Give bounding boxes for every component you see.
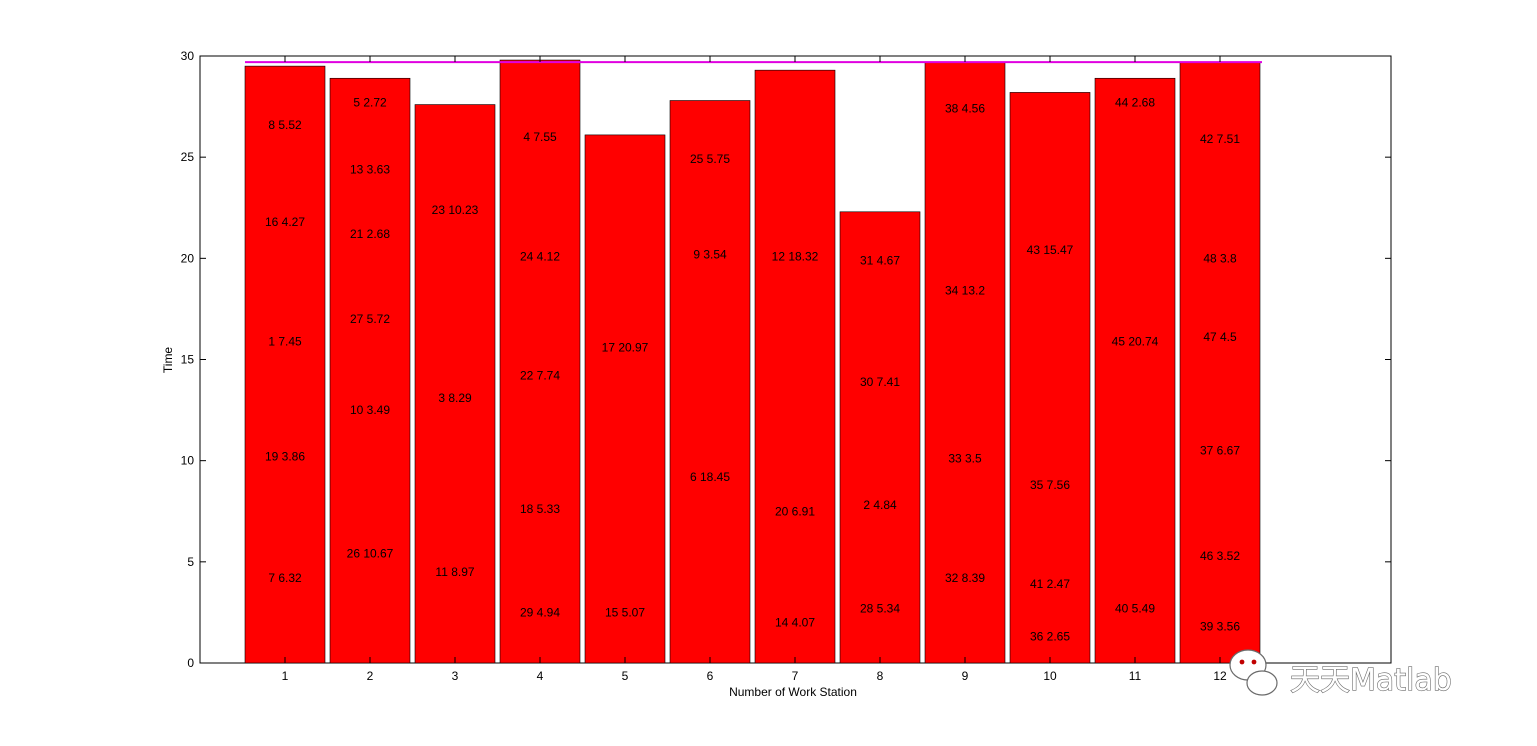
segment-label: 20 6.91: [775, 504, 815, 518]
segment-label: 4 7.55: [523, 130, 557, 144]
bar-11: [1094, 77, 1176, 664]
x-tick-label: 9: [962, 669, 969, 683]
y-tick-label: 0: [187, 656, 194, 670]
segment-label: 35 7.56: [1030, 478, 1070, 492]
segment-label: 39 3.56: [1200, 620, 1240, 634]
segment-label: 41 2.47: [1030, 577, 1070, 591]
segment-label: 25 5.75: [690, 152, 730, 166]
segment-label: 2 4.84: [863, 498, 897, 512]
segment-label: 21 2.68: [350, 227, 390, 241]
x-tick-label: 3: [452, 669, 459, 683]
y-tick-label: 30: [181, 49, 195, 63]
segment-label: 44 2.68: [1115, 96, 1155, 110]
y-axis: 0 5 10 15 20 25 30: [181, 49, 1391, 670]
segment-label: 5 2.72: [353, 96, 387, 110]
segment-label: 40 5.49: [1115, 601, 1155, 615]
x-axis-label: Number of Work Station: [729, 685, 857, 699]
segment-label: 42 7.51: [1200, 132, 1240, 146]
bar-2: [329, 77, 411, 664]
segment-label: 15 5.07: [605, 605, 645, 619]
segment-labels-group: 8 5.52 16 4.27 1 7.45 19 3.86 7 6.32 5 2.72 13…: [265, 96, 1240, 644]
x-tick-label: 2: [367, 669, 374, 683]
bar-5: [584, 134, 666, 664]
x-tick-label: 7: [792, 669, 799, 683]
x-tick-label: 8: [877, 669, 884, 683]
x-tick-label: 11: [1129, 669, 1142, 683]
segment-label: 7 6.32: [268, 571, 302, 585]
x-tick-label: 1: [282, 669, 289, 683]
segment-label: 16 4.27: [265, 215, 305, 229]
segment-label: 18 5.33: [520, 502, 560, 516]
segment-label: 43 15.47: [1027, 243, 1074, 257]
segment-label: 48 3.8: [1203, 251, 1237, 265]
segment-label: 47 4.5: [1203, 330, 1237, 344]
segment-label: 8 5.52: [268, 118, 302, 132]
x-tick-label: 12: [1213, 669, 1227, 683]
bar-10: [1009, 92, 1091, 664]
x-tick-label: 5: [622, 669, 629, 683]
y-tick-label: 5: [187, 555, 194, 569]
y-tick-label: 25: [181, 150, 195, 164]
bar-1: [244, 65, 326, 664]
segment-label: 12 18.32: [772, 249, 819, 263]
y-tick-label: 15: [181, 353, 195, 367]
segment-label: 14 4.07: [775, 616, 815, 630]
segment-label: 32 8.39: [945, 571, 985, 585]
segment-label: 33 3.5: [948, 452, 982, 466]
watermark: 天天Matlab: [1229, 649, 1452, 699]
segment-label: 27 5.72: [350, 312, 390, 326]
segment-label: 37 6.67: [1200, 444, 1240, 458]
segment-label: 30 7.41: [860, 375, 900, 389]
segment-label: 24 4.12: [520, 249, 560, 263]
bar-7: [754, 69, 836, 664]
segment-label: 19 3.86: [265, 450, 305, 464]
bar-12: [1179, 61, 1261, 664]
x-tick-label: 10: [1043, 669, 1057, 683]
segment-label: 23 10.23: [432, 203, 479, 217]
segment-label: 11 8.97: [435, 565, 474, 579]
bar-8: [839, 211, 921, 664]
y-axis-label: Time: [161, 347, 175, 374]
segment-label: 45 20.74: [1112, 334, 1159, 348]
watermark-text: 天天Matlab: [1290, 663, 1452, 698]
bar-4: [499, 59, 581, 664]
segment-label: 26 10.67: [347, 547, 394, 561]
bar-3: [414, 104, 496, 664]
segment-label: 10 3.49: [350, 403, 390, 417]
y-tick-label: 10: [181, 454, 195, 468]
x-tick-label: 4: [537, 669, 544, 683]
segment-label: 34 13.2: [945, 284, 985, 298]
segment-label: 36 2.65: [1030, 630, 1070, 644]
segment-label: 31 4.67: [860, 253, 900, 267]
y-tick-label: 20: [181, 251, 195, 265]
segment-label: 6 18.45: [690, 470, 730, 484]
wechat-icon: [1229, 649, 1278, 696]
segment-label: 29 4.94: [520, 605, 560, 619]
segment-label: 22 7.74: [520, 369, 560, 383]
x-tick-label: 6: [707, 669, 714, 683]
segment-label: 3 8.29: [438, 391, 472, 405]
segment-label: 28 5.34: [860, 601, 900, 615]
segment-label: 38 4.56: [945, 102, 985, 116]
bars-group: [244, 59, 1261, 664]
segment-label: 13 3.63: [350, 162, 390, 176]
bar-6: [669, 100, 751, 664]
segment-label: 9 3.54: [693, 247, 727, 261]
bar-9: [924, 61, 1006, 664]
segment-label: 17 20.97: [602, 340, 649, 354]
segment-label: 1 7.45: [268, 334, 302, 348]
segment-label: 46 3.52: [1200, 549, 1240, 563]
x-axis: 1 2 3 4 5 6 7 8 9 10 11 12: [282, 56, 1227, 683]
